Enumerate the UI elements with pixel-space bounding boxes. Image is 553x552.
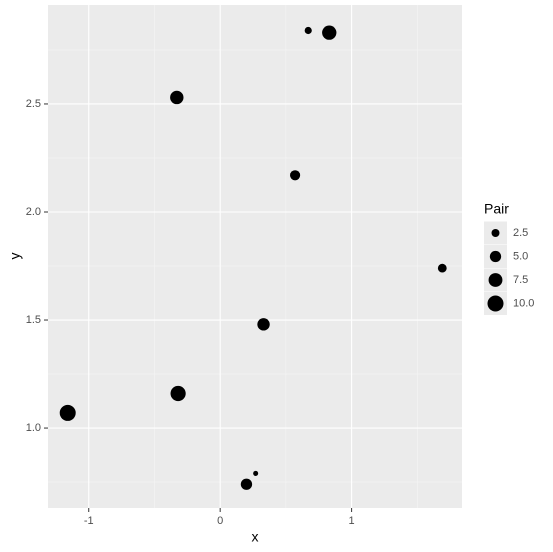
point bbox=[257, 318, 270, 331]
point bbox=[170, 90, 184, 105]
legend-symbol bbox=[491, 229, 500, 237]
point bbox=[437, 263, 447, 273]
legend-symbol bbox=[489, 250, 502, 263]
legend-label: 2.5 bbox=[513, 227, 528, 239]
y-axis-label: y bbox=[7, 253, 23, 260]
y-tick-label: 2.0 bbox=[26, 206, 41, 218]
point bbox=[290, 170, 301, 181]
x-tick-label: 0 bbox=[217, 515, 223, 527]
legend-symbol bbox=[487, 295, 504, 312]
panel bbox=[48, 5, 462, 508]
point bbox=[322, 25, 337, 40]
y-tick-label: 1.0 bbox=[26, 422, 41, 434]
x-tick-label: -1 bbox=[84, 515, 94, 527]
point bbox=[253, 470, 259, 476]
legend-label: 7.5 bbox=[513, 274, 528, 286]
y-tick-label: 1.5 bbox=[26, 314, 41, 326]
y-tick-label: 2.5 bbox=[26, 98, 41, 110]
point bbox=[304, 26, 312, 35]
point bbox=[59, 404, 76, 421]
legend-label: 5.0 bbox=[513, 250, 528, 262]
legend-label: 10.0 bbox=[513, 297, 534, 309]
x-axis-label: x bbox=[252, 529, 259, 545]
x-tick-label: 1 bbox=[349, 515, 355, 527]
point bbox=[170, 385, 186, 402]
legend-symbol bbox=[488, 273, 503, 287]
point bbox=[240, 478, 253, 490]
legend-title: Pair bbox=[484, 201, 509, 217]
